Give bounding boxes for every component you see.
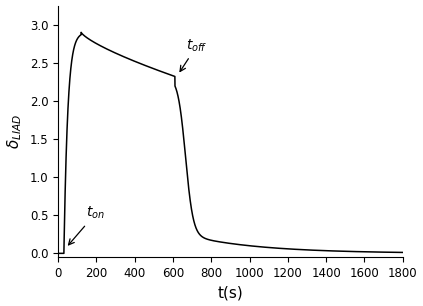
Text: $t_{on}$: $t_{on}$ <box>69 205 105 245</box>
Text: $t_{off}$: $t_{off}$ <box>180 37 208 71</box>
Y-axis label: $\delta_{LIAD}$: $\delta_{LIAD}$ <box>5 114 24 149</box>
X-axis label: t(s): t(s) <box>217 285 243 300</box>
